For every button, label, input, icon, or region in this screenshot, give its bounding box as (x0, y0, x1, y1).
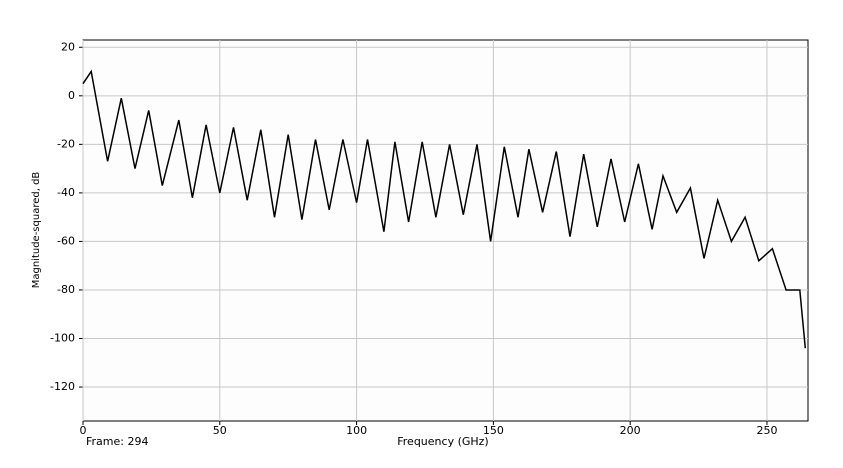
x-axis-label: Frequency (GHz) (397, 435, 488, 448)
y-tick-label: -40 (57, 186, 75, 199)
y-tick-label: 20 (61, 40, 75, 53)
y-axis-label: Magnitude-squared, dB (31, 172, 42, 289)
x-tick-label: 100 (346, 424, 367, 437)
x-tick-label: 250 (756, 424, 777, 437)
y-tick-label: -80 (57, 283, 75, 296)
y-tick-label: -120 (50, 380, 75, 393)
y-tick-label: 0 (68, 89, 75, 102)
x-tick-label: 50 (213, 424, 227, 437)
y-tick-label: -20 (57, 137, 75, 150)
x-tick-label: 200 (620, 424, 641, 437)
frame-label: Frame: 294 (86, 435, 148, 448)
y-tick-label: -100 (50, 331, 75, 344)
plot-area (82, 39, 809, 422)
x-tick-label: 150 (483, 424, 504, 437)
spectrum-line (82, 69, 807, 349)
y-tick-label: -60 (57, 234, 75, 247)
x-tick-label: 0 (80, 424, 87, 437)
